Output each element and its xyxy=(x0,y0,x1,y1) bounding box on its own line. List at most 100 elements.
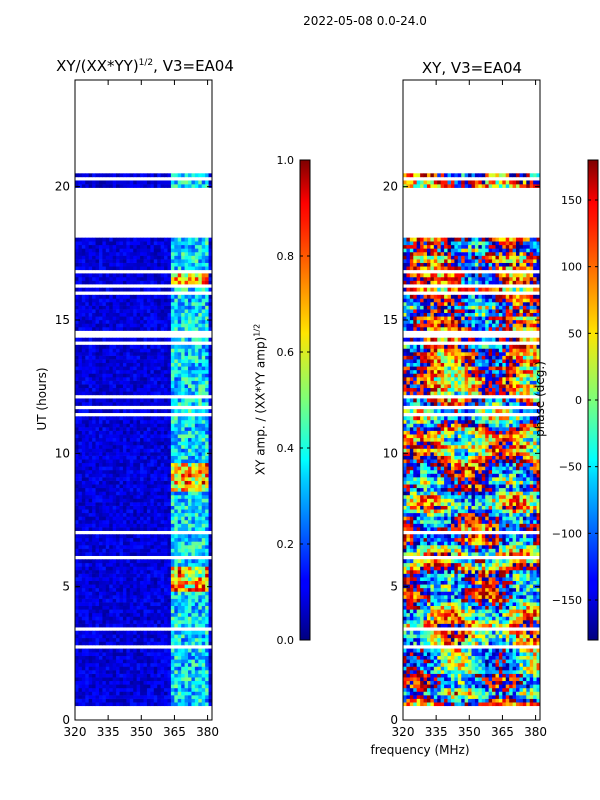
heatmap-cell xyxy=(157,527,162,531)
heatmap-cell xyxy=(143,248,148,253)
heatmap-cell xyxy=(205,562,209,567)
heatmap-cell xyxy=(95,362,100,367)
heatmap-cell xyxy=(122,559,127,564)
heatmap-cell xyxy=(109,562,114,567)
heatmap-cell xyxy=(177,641,182,646)
heatmap-cell xyxy=(88,569,93,574)
heatmap-cell xyxy=(205,598,209,603)
heatmap-cell xyxy=(133,184,138,188)
heatmap-cell xyxy=(150,641,155,646)
heatmap-cell xyxy=(109,312,114,317)
heatmap-cell xyxy=(191,477,196,481)
heatmap-cell xyxy=(98,344,103,349)
heatmap-cell xyxy=(205,477,209,481)
heatmap-cell xyxy=(170,562,175,567)
heatmap-cell xyxy=(85,609,90,614)
heatmap-cell xyxy=(129,452,134,456)
heatmap-cell xyxy=(126,326,131,331)
heatmap-cell xyxy=(201,348,206,353)
heatmap-cell xyxy=(92,494,96,499)
heatmap-cell xyxy=(208,544,213,549)
heatmap-cell xyxy=(116,534,120,539)
heatmap-cell xyxy=(437,691,442,696)
heatmap-cell xyxy=(170,419,175,424)
heatmap-cell xyxy=(92,441,96,446)
heatmap-cell xyxy=(143,409,148,414)
heatmap-cell xyxy=(177,477,182,481)
heatmap-cell xyxy=(208,366,213,371)
heatmap-cell xyxy=(170,666,175,671)
heatmap-cell xyxy=(88,423,93,428)
heatmap-cell xyxy=(78,505,83,510)
heatmap-cell xyxy=(177,469,182,474)
heatmap-cell xyxy=(170,316,175,321)
heatmap-cell xyxy=(109,652,114,657)
heatmap-cell xyxy=(75,544,79,549)
heatmap-cell xyxy=(88,402,93,406)
heatmap-cell xyxy=(167,480,172,485)
heatmap-cell xyxy=(188,516,192,521)
heatmap-cell xyxy=(188,441,192,446)
heatmap-cell xyxy=(157,462,162,467)
heatmap-cell xyxy=(181,616,186,621)
heatmap-cell xyxy=(133,352,138,356)
heatmap-cell xyxy=(75,573,79,578)
heatmap-cell xyxy=(167,280,172,285)
heatmap-cell xyxy=(164,523,168,528)
heatmap-cell xyxy=(122,541,127,546)
heatmap-cell xyxy=(160,480,165,485)
heatmap-cell xyxy=(92,430,96,435)
heatmap-cell xyxy=(150,673,155,678)
heatmap-cell xyxy=(129,337,134,342)
heatmap-cell xyxy=(92,702,96,707)
heatmap-cell xyxy=(98,248,103,253)
heatmap-cell xyxy=(205,544,209,549)
heatmap-cell xyxy=(198,580,203,585)
heatmap-cell xyxy=(181,469,186,474)
heatmap-cell xyxy=(98,251,103,256)
heatmap-cell xyxy=(150,534,155,539)
heatmap-cell xyxy=(485,695,490,699)
heatmap-cell xyxy=(143,359,148,364)
heatmap-cell xyxy=(188,519,192,524)
heatmap-cell xyxy=(153,537,158,542)
heatmap-cell xyxy=(146,462,151,467)
heatmap-cell xyxy=(164,387,168,392)
heatmap-cell xyxy=(184,459,189,464)
heatmap-cell xyxy=(78,702,83,707)
heatmap-cell xyxy=(157,544,162,549)
heatmap-cell xyxy=(423,698,428,703)
heatmap-cell xyxy=(102,480,107,485)
heatmap-cell xyxy=(177,677,182,682)
heatmap-cell xyxy=(420,695,424,699)
heatmap-cell xyxy=(140,620,144,624)
heatmap-cell xyxy=(133,562,138,567)
heatmap-cell xyxy=(184,594,189,599)
heatmap-cell xyxy=(105,280,110,285)
heatmap-cell xyxy=(170,616,175,621)
heatmap-cell xyxy=(191,577,196,581)
heatmap-cell xyxy=(122,519,127,524)
heatmap-cell xyxy=(116,677,120,682)
heatmap-cell xyxy=(109,402,114,406)
heatmap-cell xyxy=(201,516,206,521)
heatmap-cell xyxy=(188,484,192,489)
heatmap-cell xyxy=(201,266,206,271)
heatmap-cell xyxy=(205,487,209,492)
heatmap-cell xyxy=(146,584,151,589)
heatmap-cell xyxy=(85,573,90,578)
heatmap-cell xyxy=(191,677,196,682)
heatmap-cell xyxy=(447,691,452,696)
heatmap-cell xyxy=(95,248,100,253)
heatmap-cell xyxy=(194,319,199,324)
heatmap-cell xyxy=(126,509,131,514)
heatmap-cell xyxy=(191,537,196,542)
heatmap-cell xyxy=(184,687,189,692)
heatmap-cell xyxy=(201,695,206,699)
heatmap-cell xyxy=(198,444,203,449)
heatmap-cell xyxy=(122,259,127,263)
heatmap-cell xyxy=(146,637,151,642)
heatmap-cell xyxy=(116,602,120,606)
heatmap-cell xyxy=(78,294,83,299)
heatmap-cell xyxy=(170,251,175,256)
